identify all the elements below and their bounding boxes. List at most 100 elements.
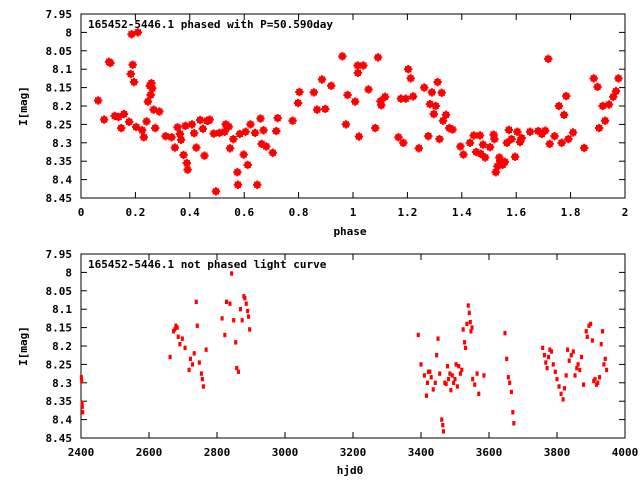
data-point: [559, 391, 563, 397]
data-point: [569, 353, 573, 358]
data-point: [585, 334, 589, 339]
data-point: [441, 429, 445, 434]
data-point: [155, 107, 164, 116]
x-tick-label: 1: [350, 206, 357, 219]
data-point: [176, 135, 186, 145]
data-point: [456, 142, 465, 151]
data-point: [414, 144, 424, 153]
data-point: [183, 165, 192, 174]
data-point: [593, 82, 602, 92]
data-point: [295, 87, 304, 97]
data-point: [438, 371, 442, 376]
data-point: [424, 131, 433, 141]
data-point: [350, 97, 360, 106]
data-point: [178, 341, 182, 347]
data-point: [204, 347, 208, 352]
data-point: [232, 318, 236, 323]
data-point: [437, 88, 446, 97]
data-point: [597, 375, 602, 380]
x-axis-label: hjd0: [337, 464, 364, 477]
data-point: [429, 109, 438, 119]
data-point: [190, 362, 195, 367]
data-point: [183, 345, 187, 351]
data-point: [259, 126, 268, 135]
data-point: [139, 133, 149, 142]
y-tick-label: 8.1: [52, 63, 72, 76]
data-point: [575, 365, 579, 371]
data-point: [327, 81, 336, 90]
data-point: [544, 360, 548, 365]
data-point: [562, 386, 567, 391]
data-point: [441, 110, 451, 120]
data-point: [599, 341, 603, 347]
data-point: [312, 105, 322, 114]
data-point: [364, 85, 373, 94]
data-point: [180, 336, 184, 341]
data-point: [470, 325, 474, 330]
data-point: [198, 124, 208, 134]
data-point: [461, 327, 465, 332]
data-point: [236, 369, 240, 374]
data-point: [435, 353, 439, 358]
data-point: [447, 376, 451, 382]
data-point: [293, 98, 303, 108]
x-tick-label: 1.8: [561, 206, 581, 219]
data-point: [117, 123, 126, 133]
data-point: [604, 100, 614, 109]
y-tick-label: 8.3: [52, 377, 72, 390]
data-point: [80, 404, 84, 409]
data-point: [247, 314, 251, 319]
data-point: [427, 88, 437, 97]
data-point: [422, 373, 426, 378]
data-point: [126, 69, 135, 79]
data-point: [448, 125, 457, 134]
data-point: [181, 121, 190, 131]
data-point: [550, 349, 554, 354]
x-tick-label: 3600: [476, 446, 503, 459]
y-tick-label: 8.4: [52, 174, 72, 187]
data-point: [480, 153, 490, 162]
data-point: [458, 371, 462, 376]
data-point: [99, 115, 109, 124]
data-point: [341, 120, 351, 129]
data-point: [452, 380, 456, 385]
data-point: [170, 143, 180, 152]
x-tick-label: 3200: [340, 446, 367, 459]
data-point: [146, 90, 155, 100]
y-tick-label: 8.05: [46, 285, 73, 298]
data-point: [545, 365, 549, 371]
data-point: [503, 330, 507, 336]
data-point: [561, 397, 565, 402]
data-point: [428, 369, 432, 374]
x-tick-label: 0.6: [234, 206, 254, 219]
data-point: [462, 340, 467, 345]
data-point: [433, 77, 442, 87]
data-point: [373, 53, 383, 62]
data-point: [179, 150, 188, 160]
y-tick-label: 8.15: [46, 82, 73, 95]
data-point: [128, 60, 137, 69]
y-tick-label: 8.3: [52, 137, 72, 150]
data-point: [482, 373, 486, 378]
data-point: [200, 151, 209, 160]
data-point: [93, 96, 103, 105]
data-point: [504, 125, 514, 135]
data-point: [485, 143, 495, 152]
data-point: [431, 101, 440, 111]
data-point: [600, 116, 610, 125]
data-point: [173, 327, 177, 332]
data-point: [460, 367, 464, 373]
data-point: [579, 354, 584, 360]
data-point: [127, 30, 136, 39]
data-point: [175, 325, 179, 330]
x-tick-label: 2800: [204, 446, 231, 459]
data-point: [557, 138, 566, 147]
data-point: [490, 134, 499, 144]
data-point: [199, 371, 203, 376]
chart-title: 165452-5446.1 phased with P=50.590day: [88, 18, 333, 31]
data-point: [554, 101, 564, 111]
data-point: [564, 134, 573, 144]
data-point: [596, 380, 600, 385]
data-point: [168, 354, 172, 360]
data-point: [468, 319, 472, 325]
